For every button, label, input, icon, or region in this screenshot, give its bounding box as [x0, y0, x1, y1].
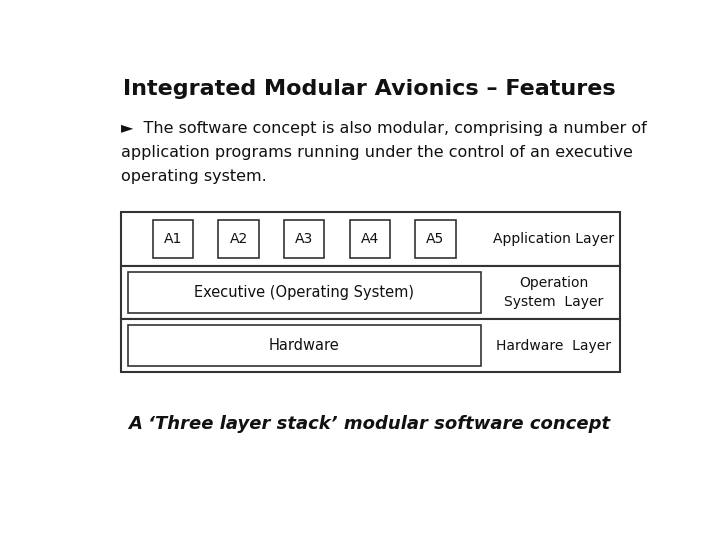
Bar: [350, 220, 390, 258]
Text: A ‘Three layer stack’ modular software concept: A ‘Three layer stack’ modular software c…: [128, 415, 610, 434]
Text: A5: A5: [426, 232, 445, 246]
Bar: [128, 272, 480, 313]
Text: Integrated Modular Avionics – Features: Integrated Modular Avionics – Features: [122, 79, 616, 99]
Bar: [284, 220, 324, 258]
Text: Operation
System  Layer: Operation System Layer: [504, 276, 603, 309]
Text: A2: A2: [230, 232, 248, 246]
Text: application programs running under the control of an executive: application programs running under the c…: [121, 145, 633, 160]
Text: Hardware  Layer: Hardware Layer: [496, 339, 611, 353]
Bar: [153, 220, 193, 258]
Bar: [121, 266, 620, 319]
Bar: [121, 319, 620, 373]
Text: Hardware: Hardware: [269, 339, 340, 353]
Text: ►  The software concept is also modular, comprising a number of: ► The software concept is also modular, …: [121, 121, 647, 136]
Text: Application Layer: Application Layer: [493, 232, 614, 246]
Bar: [218, 220, 258, 258]
Bar: [128, 326, 480, 366]
Text: A3: A3: [295, 232, 313, 246]
Bar: [121, 212, 620, 266]
Text: Executive (Operating System): Executive (Operating System): [194, 285, 414, 300]
Bar: [415, 220, 456, 258]
Text: A1: A1: [163, 232, 182, 246]
Text: A4: A4: [361, 232, 379, 246]
Text: operating system.: operating system.: [121, 169, 266, 184]
